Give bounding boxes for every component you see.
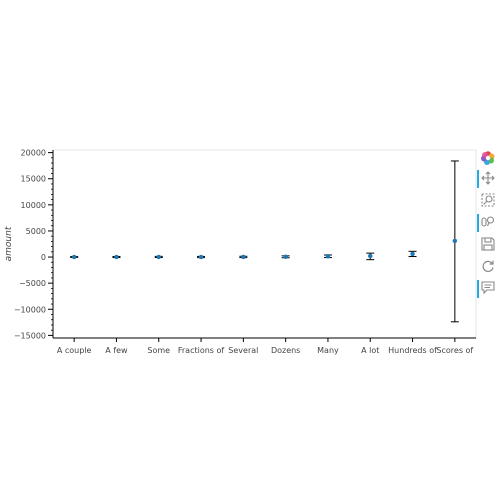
data-point xyxy=(198,254,204,260)
y-tick-label: 5000 xyxy=(26,227,46,236)
y-axis-label: amount xyxy=(4,226,14,261)
toolbar xyxy=(477,148,499,298)
data-point xyxy=(241,254,246,260)
x-tick-label: A couple xyxy=(57,346,92,355)
pan-icon[interactable] xyxy=(477,168,499,190)
data-marks xyxy=(70,160,459,323)
data-point xyxy=(410,251,415,257)
data-point xyxy=(325,254,331,259)
x-tick-label: A few xyxy=(105,346,128,355)
data-point xyxy=(452,238,458,244)
box-zoom-icon[interactable] xyxy=(477,190,499,212)
x-tick-label: Scores of xyxy=(436,346,473,355)
x-axis: A couple A few Some Fractions of Several Doze… xyxy=(53,337,476,355)
x-tick-label: Many xyxy=(317,346,339,355)
y-tick-label: 10000 xyxy=(21,201,46,210)
data-point xyxy=(283,254,288,260)
data-point xyxy=(156,254,161,260)
bokeh-logo-icon[interactable] xyxy=(477,148,499,170)
data-point xyxy=(368,253,373,259)
hover-icon[interactable] xyxy=(477,278,499,300)
x-tick-label: Several xyxy=(228,346,258,355)
y-tick-label: 15000 xyxy=(21,175,46,184)
y-tick-label: 0 xyxy=(41,253,46,262)
y-tick-label: 20000 xyxy=(21,149,46,158)
plot-outline xyxy=(52,149,477,339)
x-tick-label: Dozens xyxy=(271,346,300,355)
x-tick-label: Hundreds of xyxy=(388,346,437,355)
save-icon[interactable] xyxy=(477,234,499,256)
y-axis: 20000 15000 10000 5000 0 −5000 −10000 −15000 xyxy=(14,149,54,340)
data-point xyxy=(71,254,77,260)
wheel-zoom-icon[interactable] xyxy=(477,212,499,234)
reset-icon[interactable] xyxy=(477,256,499,278)
data-point xyxy=(114,254,119,260)
y-tick-label: −15000 xyxy=(14,331,46,340)
x-tick-label: Fractions of xyxy=(178,346,225,355)
x-tick-label: A lot xyxy=(361,346,379,355)
y-tick-label: −10000 xyxy=(14,305,46,314)
x-tick-label: Some xyxy=(147,346,170,355)
y-tick-label: −5000 xyxy=(19,279,46,288)
